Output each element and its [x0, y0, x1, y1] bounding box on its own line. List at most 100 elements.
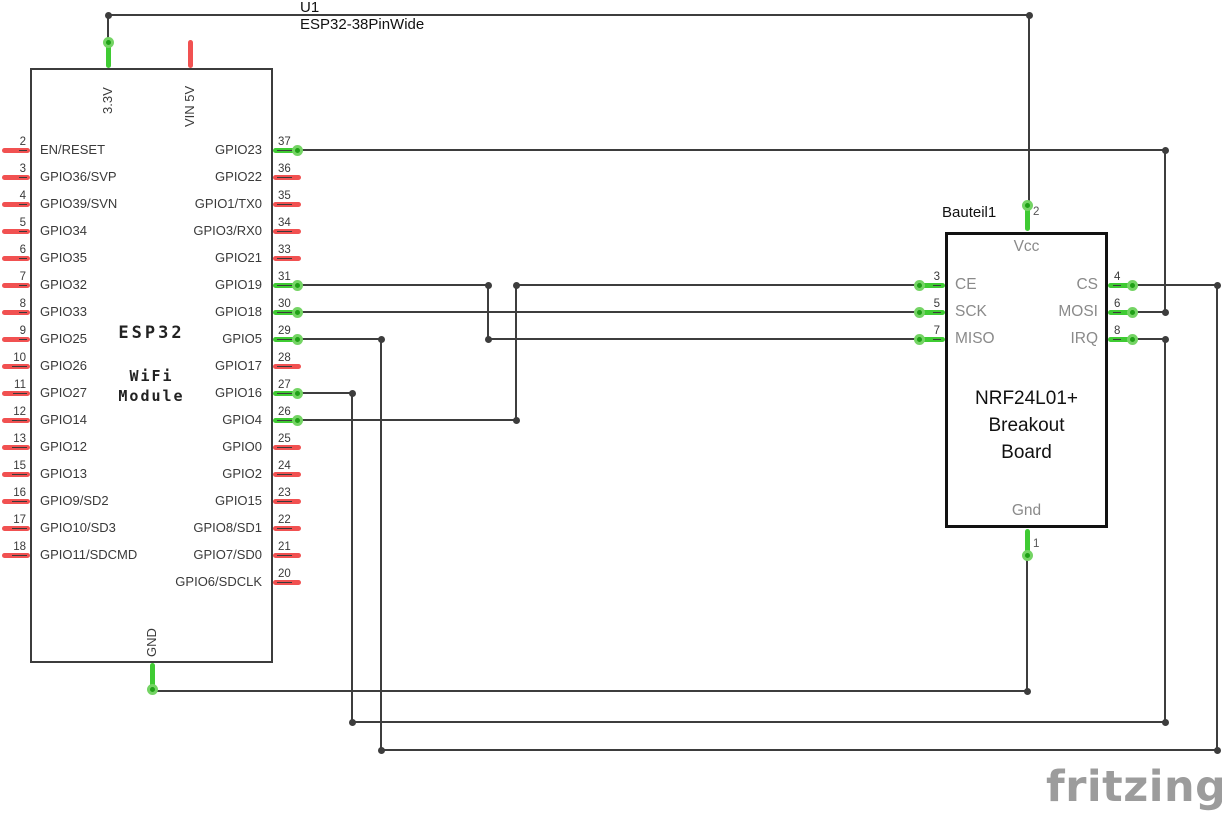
wire-gpio19-to-miso[interactable] [486, 337, 921, 341]
wire-gpio16-to-irq[interactable] [1163, 337, 1167, 724]
wire-gpio4-to-ce[interactable] [514, 283, 518, 422]
esp32-pin-label: GPIO23 [215, 142, 262, 157]
wire-junction-dot [1213, 746, 1221, 754]
esp32-designator-label: U1 [300, 0, 320, 16]
pin-number: 6 [0, 242, 27, 259]
wire-gpio18-to-sck[interactable] [297, 310, 921, 314]
wire-junction-dot [1161, 718, 1169, 726]
nrf24-pin-cs[interactable] [1108, 282, 1136, 288]
esp32-pin-en-reset[interactable] [2, 147, 30, 153]
nrf24-pin-mosi[interactable] [1108, 309, 1136, 315]
pin-number: 12 [0, 404, 27, 421]
wire-junction-dot [512, 416, 520, 424]
pin-connection-pad [1126, 306, 1138, 318]
pin-number: 8 [0, 296, 27, 313]
pin-number: 7 [905, 323, 941, 340]
wire-gpio23-to-mosi[interactable] [297, 148, 1167, 152]
esp32-pin-gpio33[interactable] [2, 309, 30, 315]
wire-gpio5-to-cs[interactable] [379, 748, 1219, 752]
pin-number: 36 [277, 161, 317, 178]
pin-number: 6 [1113, 296, 1149, 313]
nrf24-title-line1: NRF24L01+ [975, 388, 1078, 409]
pin-number: 1 [1033, 538, 1040, 550]
esp32-pin-gpio36-svp[interactable] [2, 174, 30, 180]
wire-junction-dot [1023, 687, 1031, 695]
esp32-pin-label: GPIO3/RX0 [193, 223, 262, 238]
nrf24-pin-label: IRQ [1070, 330, 1098, 347]
pin-number: 4 [0, 188, 27, 205]
esp32-pin-gpio34[interactable] [2, 228, 30, 234]
wire-gpio4-to-ce[interactable] [297, 418, 518, 422]
wire-gpio16-to-irq[interactable] [350, 720, 1167, 724]
pin-connection-pad [146, 683, 158, 695]
esp32-pin-gpio32[interactable] [2, 282, 30, 288]
pin-number: 26 [277, 404, 317, 421]
esp32-pin-gpio39-svn[interactable] [2, 201, 30, 207]
nrf24-pin-sck[interactable] [917, 309, 945, 315]
pin-connection-pad [291, 279, 303, 291]
pin-number: 8 [1113, 323, 1149, 340]
pin-connection-pad [291, 387, 303, 399]
pin-number: 18 [0, 539, 27, 556]
pin-number: 30 [277, 296, 317, 313]
nrf24-pin-label: MISO [955, 330, 995, 347]
esp32-pin-label: GPIO11/SDCMD [40, 547, 138, 562]
nrf24-pin-irq[interactable] [1108, 336, 1136, 342]
wire-gpio5-to-cs[interactable] [1215, 283, 1219, 752]
esp32-pin-3.3v[interactable] [105, 40, 111, 68]
pin-connection-pad [291, 333, 303, 345]
nrf24-pin-label: CS [1076, 276, 1098, 293]
pin-connection-pad [1021, 549, 1033, 561]
pin-number: 2 [0, 134, 27, 151]
esp32-pin-label: GPIO9/SD2 [40, 493, 109, 508]
wire-gpio16-to-irq[interactable] [1131, 337, 1167, 341]
wire-gpio5-to-cs[interactable] [1131, 283, 1219, 287]
nrf24-pin-label: SCK [955, 303, 987, 320]
wire-gpio23-to-mosi[interactable] [1163, 148, 1167, 314]
wire-3v3-to-vcc[interactable] [106, 13, 1031, 17]
esp32-pin-label: GPIO39/SVN [40, 196, 118, 211]
wire-junction-dot [348, 718, 356, 726]
wire-gpio16-to-irq[interactable] [297, 391, 354, 395]
nrf24-pin-label: Gnd [1011, 502, 1042, 519]
nrf24-title-line3: Board [1001, 442, 1052, 463]
wire-junction-dot [377, 746, 385, 754]
esp32-pin-label: GPIO25 [40, 331, 87, 346]
esp32-pin-label: GPIO26 [40, 358, 87, 373]
esp32-pin-label: GPIO8/SD1 [193, 520, 262, 535]
wire-3v3-to-vcc[interactable] [1027, 13, 1031, 207]
pin-number: 11 [0, 377, 27, 394]
wire-junction-dot [1161, 146, 1169, 154]
wire-gnd-to-gnd[interactable] [150, 689, 1029, 693]
pin-connection-pad [291, 306, 303, 318]
nrf24-pin-miso[interactable] [917, 336, 945, 342]
esp32-component-body[interactable] [30, 68, 273, 663]
wire-gpio16-to-irq[interactable] [350, 391, 354, 724]
nrf24-pin-vcc[interactable] [1024, 203, 1030, 231]
esp32-pin-label: GPIO18 [215, 304, 262, 319]
esp32-pin-vin-5v[interactable] [187, 40, 193, 68]
wire-junction-dot [484, 281, 492, 289]
pin-number: 29 [277, 323, 317, 340]
esp32-pin-gpio25[interactable] [2, 336, 30, 342]
wire-3v3-to-vcc[interactable] [106, 13, 110, 44]
pin-number: 16 [0, 485, 27, 502]
wire-gpio19-to-miso[interactable] [297, 283, 490, 287]
nrf24-pin-ce[interactable] [917, 282, 945, 288]
wire-gpio4-to-ce[interactable] [514, 283, 921, 287]
wire-gpio23-to-mosi[interactable] [1131, 310, 1167, 314]
pin-connection-pad [1126, 279, 1138, 291]
esp32-pin-label: GPIO12 [40, 439, 87, 454]
wire-gpio5-to-cs[interactable] [297, 337, 383, 341]
esp32-pin-label: GPIO0 [222, 439, 262, 454]
nrf24-pin-gnd[interactable] [1024, 529, 1030, 557]
pin-connection-pad [913, 333, 925, 345]
wire-gnd-to-gnd[interactable] [1025, 554, 1029, 693]
wire-gpio5-to-cs[interactable] [379, 337, 383, 752]
nrf24-component-body[interactable] [945, 232, 1108, 528]
pin-number: 23 [277, 485, 317, 502]
pin-number: 2 [1033, 206, 1040, 218]
esp32-pin-gnd[interactable] [149, 663, 155, 691]
esp32-pin-gpio35[interactable] [2, 255, 30, 261]
